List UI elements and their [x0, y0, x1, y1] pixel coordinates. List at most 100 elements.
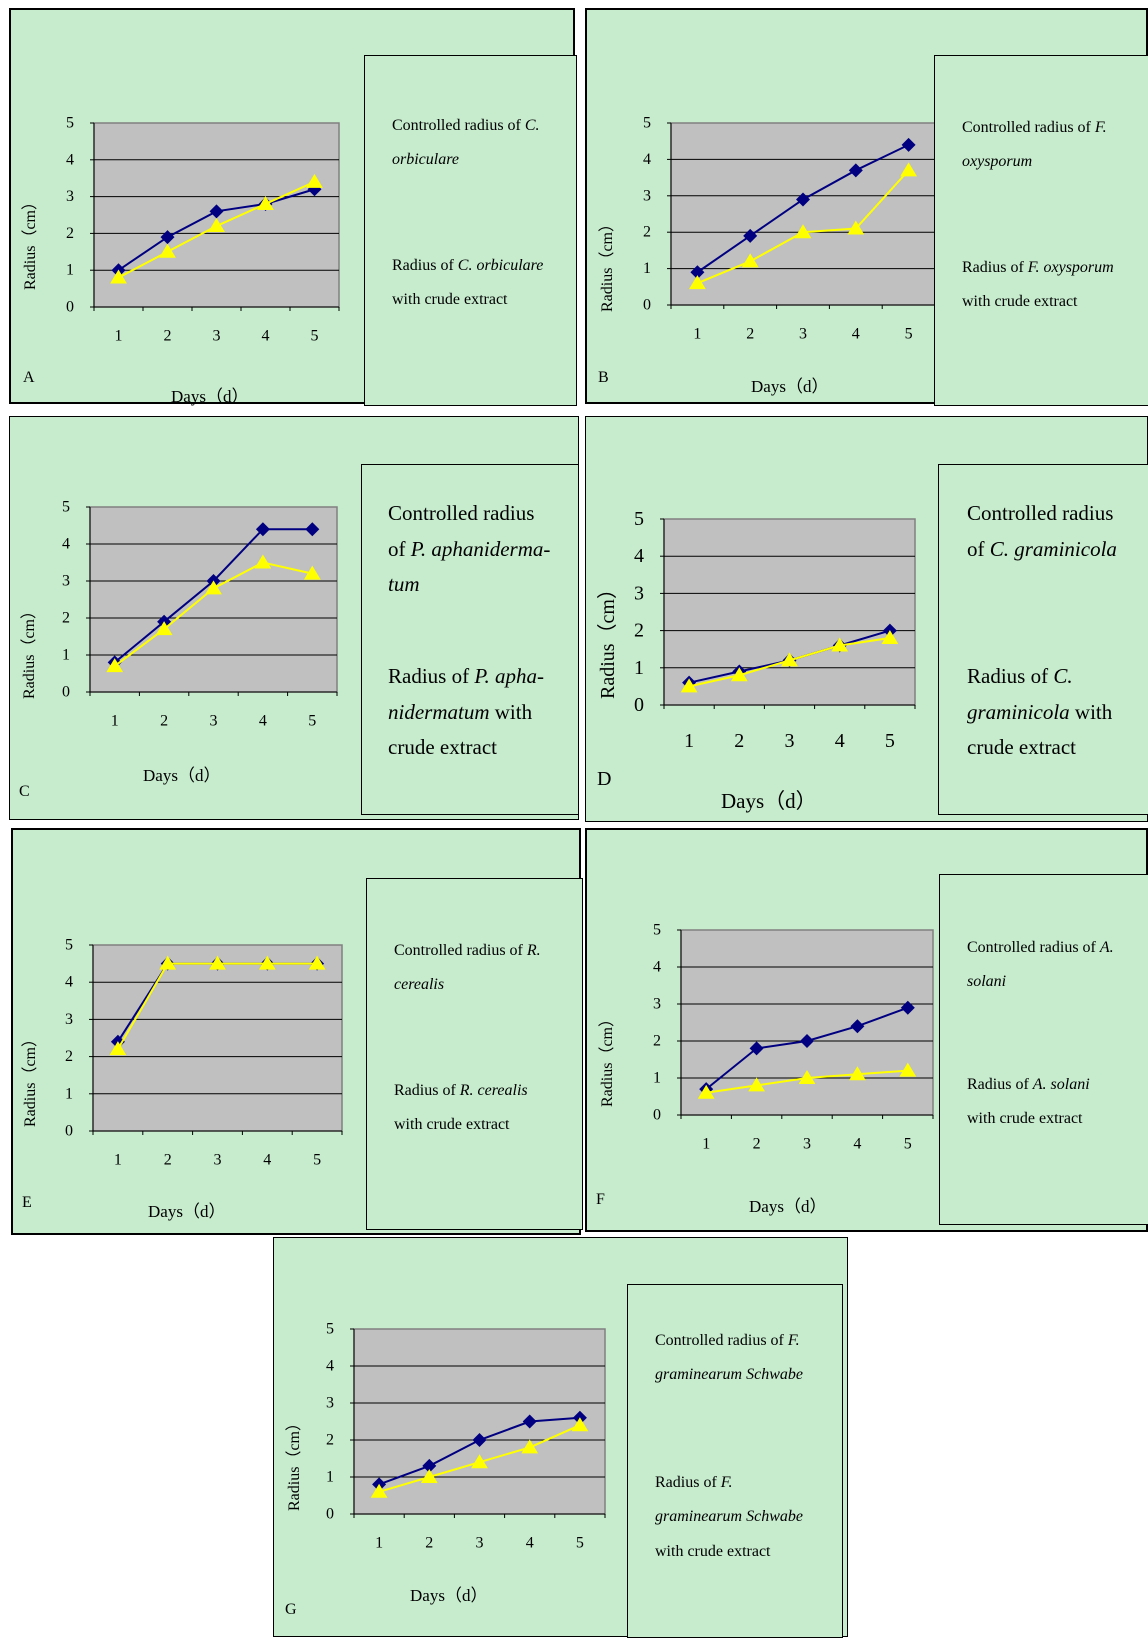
legend-text-run: C. graminicola	[989, 536, 1117, 561]
x-tick-label: 2	[164, 1152, 172, 1169]
y-tick-label: 1	[66, 262, 74, 279]
legend-text-run: P. aphaniderma-	[410, 536, 551, 561]
legend-text-run: with crude extract	[962, 293, 1078, 311]
y-tick-label: 0	[643, 297, 651, 314]
data-point-crude-extract	[258, 955, 276, 970]
legend-text-run: C.	[1053, 664, 1073, 688]
x-tick-label: 5	[904, 1136, 912, 1153]
data-point-crude-extract	[741, 253, 759, 268]
data-point-crude-extract	[109, 1041, 127, 1056]
data-point-crude-extract	[798, 1070, 816, 1084]
legend-text-run: with crude extract	[967, 1110, 1083, 1128]
panel-label: B	[598, 369, 609, 386]
x-tick-label: 5	[308, 713, 316, 730]
x-tick-label: 3	[210, 713, 218, 730]
x-tick-label: 5	[905, 326, 913, 343]
legend-entry-crude-extract: Radius of C. orbiculare with crude extrac…	[392, 249, 543, 318]
y-axis-label: Radius（cm）	[22, 1031, 39, 1127]
x-axis-label: Days（d）	[171, 387, 249, 406]
y-tick-label: 4	[634, 545, 644, 567]
legend	[938, 464, 1148, 815]
data-point-crude-extract	[370, 1483, 388, 1498]
legend-text-run: crude extract	[967, 735, 1077, 760]
data-point-controlled	[160, 230, 175, 245]
x-tick-label: 1	[684, 730, 694, 752]
y-tick-label: 1	[62, 647, 70, 664]
data-point-controlled	[796, 192, 810, 207]
legend-text-run: Controlled radius of	[967, 939, 1100, 956]
data-point-crude-extract	[899, 1062, 917, 1077]
legend-entry-crude-extract: Radius of P. apha-nidermatum with crude e…	[388, 659, 544, 766]
y-axis-label: Radius（cm）	[21, 603, 38, 699]
plot-area	[92, 944, 343, 1132]
legend-text-run: tum	[388, 572, 420, 597]
legend-entry-controlled: Controlled radius of F. graminearum Schwa…	[655, 1324, 803, 1393]
x-tick-label: 2	[164, 328, 172, 345]
legend-text-run: Radius of	[394, 1082, 460, 1099]
data-point-crude-extract	[831, 637, 849, 652]
legend-text-run: Controlled radius	[967, 501, 1114, 525]
data-point-crude-extract	[849, 1066, 866, 1081]
data-point-crude-extract	[159, 955, 177, 970]
legend-text-run: F.	[1094, 119, 1107, 136]
y-tick-label: 0	[326, 1506, 334, 1523]
legend-text-run: Controlled radius of	[394, 942, 527, 959]
x-tick-label: 4	[852, 326, 860, 343]
legend-text-run: of	[388, 536, 411, 561]
y-tick-label: 3	[634, 582, 644, 604]
chart-panel-g: 0 1 2 3 4 5 1 2 3 4 5 Days（d） Radius（cm） G Controlled …	[273, 1237, 848, 1638]
legend-text-run: Radius of	[655, 1474, 721, 1491]
x-axis-label: Days（d）	[143, 766, 221, 785]
panel-label: E	[22, 1194, 32, 1211]
y-tick-label: 2	[653, 1033, 661, 1050]
y-tick-label: 4	[326, 1358, 334, 1375]
legend	[366, 878, 583, 1230]
y-tick-label: 2	[66, 225, 74, 242]
y-tick-label: 5	[653, 922, 661, 939]
legend-text-run: Radius of	[388, 664, 475, 688]
legend-text-run: graminicola	[967, 699, 1070, 724]
legend-text-run: orbiculare	[392, 151, 459, 169]
data-point-crude-extract	[208, 218, 225, 233]
data-point-crude-extract	[900, 162, 917, 177]
legend-text-run: with crude extract	[392, 291, 508, 309]
legend-text-run: Radius of	[967, 1076, 1033, 1093]
legend-text-run: Controlled radius	[388, 501, 535, 525]
y-tick-label: 1	[326, 1469, 334, 1486]
y-tick-label: 4	[62, 536, 70, 553]
x-tick-label: 1	[114, 1152, 122, 1169]
legend-text-run: nidermatum	[388, 699, 490, 724]
y-tick-label: 0	[65, 1123, 73, 1140]
plot-area	[353, 1328, 606, 1515]
data-point-crude-extract	[571, 1417, 589, 1432]
legend-text-run: Radius of	[392, 257, 458, 274]
legend-text-run: Radius of	[962, 259, 1028, 276]
y-axis-label: Radius（cm）	[597, 579, 619, 699]
legend-entry-controlled: Controlled radius of F. oxysporum	[962, 111, 1107, 180]
y-tick-label: 5	[62, 499, 70, 516]
x-tick-label: 1	[693, 326, 701, 343]
legend-entry-controlled: Controlled radius of R. cerealis	[394, 934, 541, 1003]
data-point-crude-extract	[420, 1469, 438, 1483]
legend	[939, 874, 1148, 1225]
legend-text-run: with	[489, 699, 533, 724]
data-point-crude-extract	[794, 224, 812, 239]
data-point-controlled	[749, 1041, 764, 1056]
data-point-crude-extract	[106, 658, 124, 673]
y-tick-label: 2	[326, 1432, 334, 1449]
data-point-controlled	[209, 204, 224, 219]
chart-panel-e: 0 1 2 3 4 5 1 2 3 4 5 Days（d） Radius（cm） E Controlled …	[11, 828, 583, 1235]
data-point-crude-extract	[254, 554, 272, 569]
y-tick-label: 3	[653, 996, 661, 1013]
legend-text-run: with	[1069, 699, 1113, 724]
x-axis-label: Days（d）	[721, 789, 817, 813]
legend-entry-controlled: Controlled radius of C. orbiculare	[392, 109, 540, 178]
x-tick-label: 2	[425, 1535, 433, 1552]
x-tick-label: 5	[313, 1152, 321, 1169]
x-tick-label: 1	[111, 713, 119, 730]
legend-text-run: Controlled radius of	[655, 1332, 788, 1349]
data-point-crude-extract	[689, 275, 706, 290]
x-axis-label: Days（d）	[751, 377, 829, 396]
data-point-controlled	[690, 265, 705, 280]
data-point-crude-extract	[781, 652, 798, 667]
